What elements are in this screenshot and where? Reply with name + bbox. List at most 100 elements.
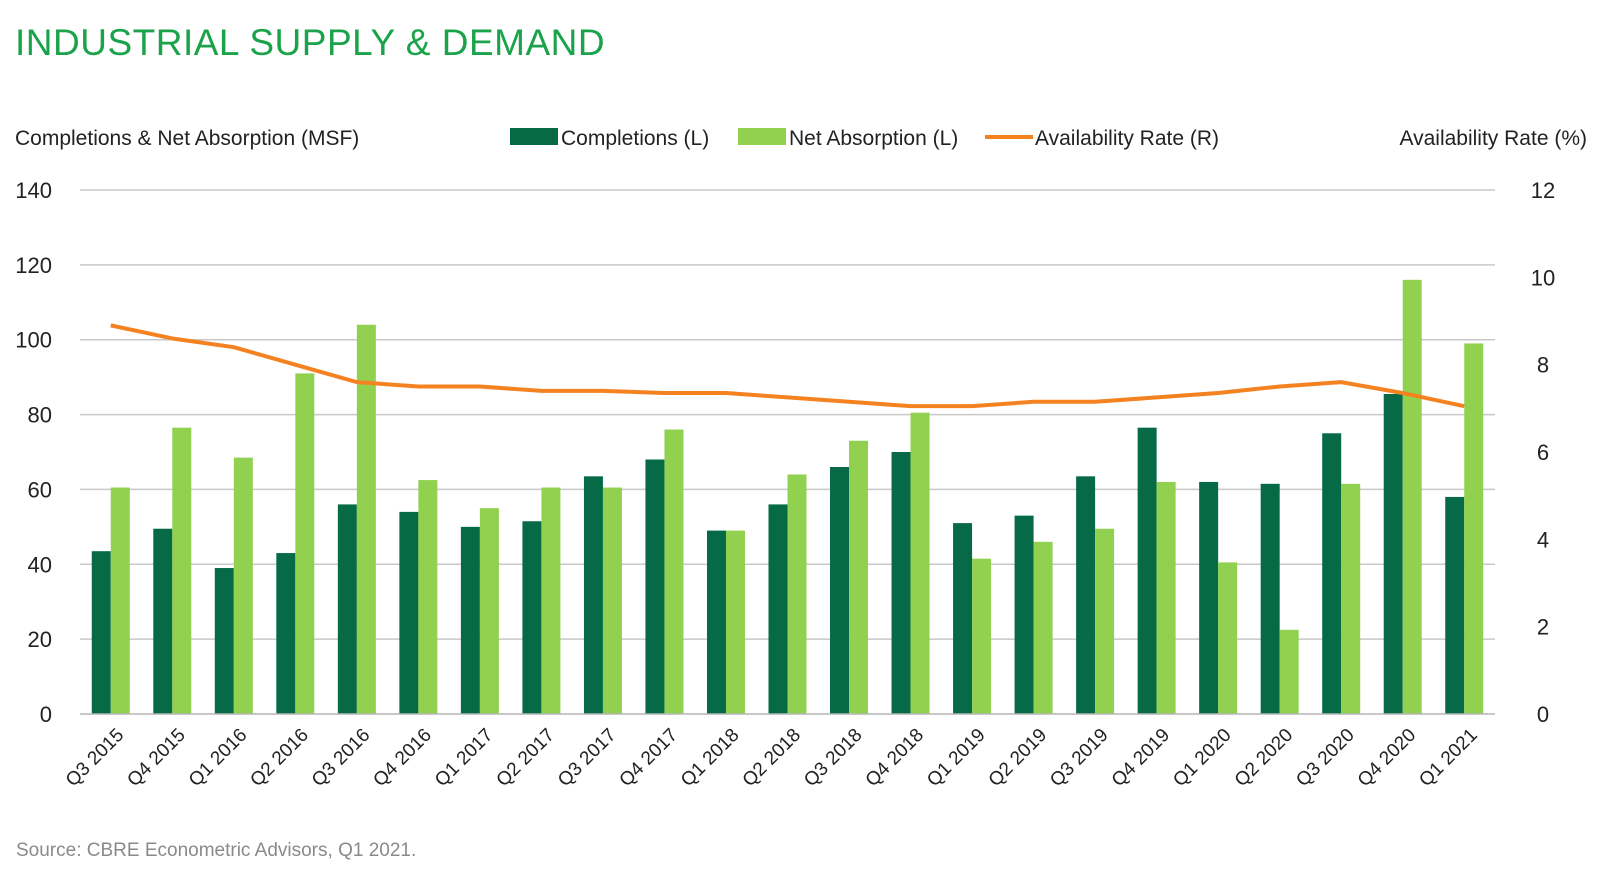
category-label: Q3 2019 bbox=[1046, 725, 1112, 791]
net-absorption-bar bbox=[1341, 483, 1361, 714]
category-label: Q2 2017 bbox=[493, 725, 559, 791]
net-absorption-bar bbox=[172, 427, 192, 714]
completions-bar bbox=[399, 511, 419, 714]
net-absorption-bar bbox=[1279, 629, 1299, 714]
category-label: Q4 2015 bbox=[123, 725, 189, 791]
net-absorption-bar bbox=[910, 412, 930, 714]
category-label: Q2 2020 bbox=[1231, 725, 1297, 791]
completions-bar bbox=[153, 528, 173, 714]
net-absorption-bar bbox=[233, 457, 253, 714]
net-absorption-bar bbox=[418, 480, 438, 714]
availability-line-series bbox=[110, 323, 1465, 409]
net-absorption-bar bbox=[1033, 541, 1053, 714]
net-absorption-bar bbox=[110, 487, 130, 714]
chart-title: INDUSTRIAL SUPPLY & DEMAND bbox=[15, 22, 606, 63]
right-tick-label: 10 bbox=[1531, 265, 1555, 290]
net-absorption-bar bbox=[849, 440, 869, 714]
completions-bar bbox=[583, 476, 603, 714]
left-tick-label: 0 bbox=[40, 702, 52, 727]
completions-bar bbox=[1137, 427, 1157, 714]
left-tick-label: 80 bbox=[28, 403, 52, 428]
category-label: Q1 2017 bbox=[431, 725, 497, 791]
net-absorption-bar bbox=[479, 508, 499, 714]
right-axis-title: Availability Rate (%) bbox=[1399, 127, 1587, 150]
completions-bar bbox=[460, 526, 480, 714]
category-label: Q4 2019 bbox=[1108, 725, 1174, 791]
completions-bar bbox=[276, 553, 296, 714]
completions-bar bbox=[1445, 496, 1465, 714]
net-absorption-bar bbox=[602, 487, 622, 714]
left-tick-label: 60 bbox=[28, 477, 52, 502]
category-label: Q2 2016 bbox=[246, 725, 312, 791]
completions-bar bbox=[1322, 433, 1342, 714]
right-tick-label: 8 bbox=[1537, 353, 1549, 378]
completions-bar bbox=[645, 459, 665, 714]
category-label: Q3 2015 bbox=[62, 725, 128, 791]
completions-bar bbox=[1383, 393, 1403, 714]
bar-series bbox=[91, 279, 1484, 714]
category-label: Q4 2020 bbox=[1354, 725, 1420, 791]
category-label: Q4 2016 bbox=[370, 725, 436, 791]
legend-label-net-absorption: Net Absorption (L) bbox=[789, 127, 958, 150]
category-label: Q2 2018 bbox=[739, 725, 805, 791]
category-label: Q1 2021 bbox=[1415, 725, 1481, 791]
legend-swatch-net-absorption bbox=[738, 128, 786, 145]
left-axis-ticks: 0 20 40 60 80 100 120 140 bbox=[15, 178, 52, 727]
category-label: Q3 2016 bbox=[308, 725, 374, 791]
right-tick-label: 2 bbox=[1537, 615, 1549, 640]
completions-bar bbox=[214, 568, 234, 714]
completions-bar bbox=[830, 466, 850, 714]
right-tick-label: 6 bbox=[1537, 440, 1549, 465]
completions-bar bbox=[522, 521, 542, 714]
category-label: Q3 2020 bbox=[1292, 725, 1358, 791]
net-absorption-bar bbox=[295, 373, 315, 714]
net-absorption-bar bbox=[356, 324, 376, 714]
legend-label-completions: Completions (L) bbox=[561, 127, 709, 150]
category-label: Q2 2019 bbox=[985, 725, 1051, 791]
legend-label-availability-rate: Availability Rate (R) bbox=[1035, 127, 1219, 150]
completions-bar bbox=[953, 523, 973, 714]
left-tick-label: 100 bbox=[15, 328, 52, 353]
right-tick-label: 0 bbox=[1537, 702, 1549, 727]
completions-bar bbox=[891, 452, 911, 714]
net-absorption-bar bbox=[1218, 562, 1238, 714]
category-label: Q3 2017 bbox=[554, 725, 620, 791]
category-label: Q1 2019 bbox=[923, 725, 989, 791]
net-absorption-bar bbox=[541, 487, 561, 714]
net-absorption-bar bbox=[1402, 279, 1422, 714]
completions-bar bbox=[1014, 515, 1034, 714]
net-absorption-bar bbox=[1156, 481, 1176, 714]
legend-swatch-completions bbox=[510, 128, 558, 145]
right-axis-ticks: 0 2 4 6 8 10 12 bbox=[1531, 178, 1555, 727]
left-axis-title: Completions & Net Absorption (MSF) bbox=[15, 127, 359, 150]
left-tick-label: 120 bbox=[15, 253, 52, 278]
completions-bar bbox=[706, 530, 726, 714]
category-label: Q4 2018 bbox=[862, 725, 928, 791]
category-label: Q4 2017 bbox=[616, 725, 682, 791]
legend: Completions (L) Net Absorption (L) Avail… bbox=[510, 127, 1219, 150]
completions-bar bbox=[768, 504, 788, 714]
net-absorption-bar bbox=[787, 474, 807, 714]
completions-bar bbox=[1199, 481, 1219, 714]
right-tick-label: 12 bbox=[1531, 178, 1555, 203]
completions-bar bbox=[337, 504, 357, 714]
completions-bar bbox=[1076, 476, 1096, 714]
completions-bar bbox=[91, 551, 111, 714]
left-tick-label: 40 bbox=[28, 552, 52, 577]
net-absorption-bar bbox=[1464, 343, 1484, 714]
right-tick-label: 4 bbox=[1537, 527, 1549, 552]
net-absorption-bar bbox=[972, 558, 992, 714]
source-note: Source: CBRE Econometric Advisors, Q1 20… bbox=[16, 840, 417, 861]
completions-bar bbox=[1260, 483, 1280, 714]
net-absorption-bar bbox=[1095, 528, 1115, 714]
category-label: Q1 2020 bbox=[1169, 725, 1235, 791]
net-absorption-bar bbox=[725, 530, 745, 714]
net-absorption-bar bbox=[664, 429, 684, 714]
category-label: Q3 2018 bbox=[800, 725, 866, 791]
category-label: Q1 2016 bbox=[185, 725, 251, 791]
left-tick-label: 140 bbox=[15, 178, 52, 203]
left-tick-label: 20 bbox=[28, 627, 52, 652]
category-label: Q1 2018 bbox=[677, 725, 743, 791]
